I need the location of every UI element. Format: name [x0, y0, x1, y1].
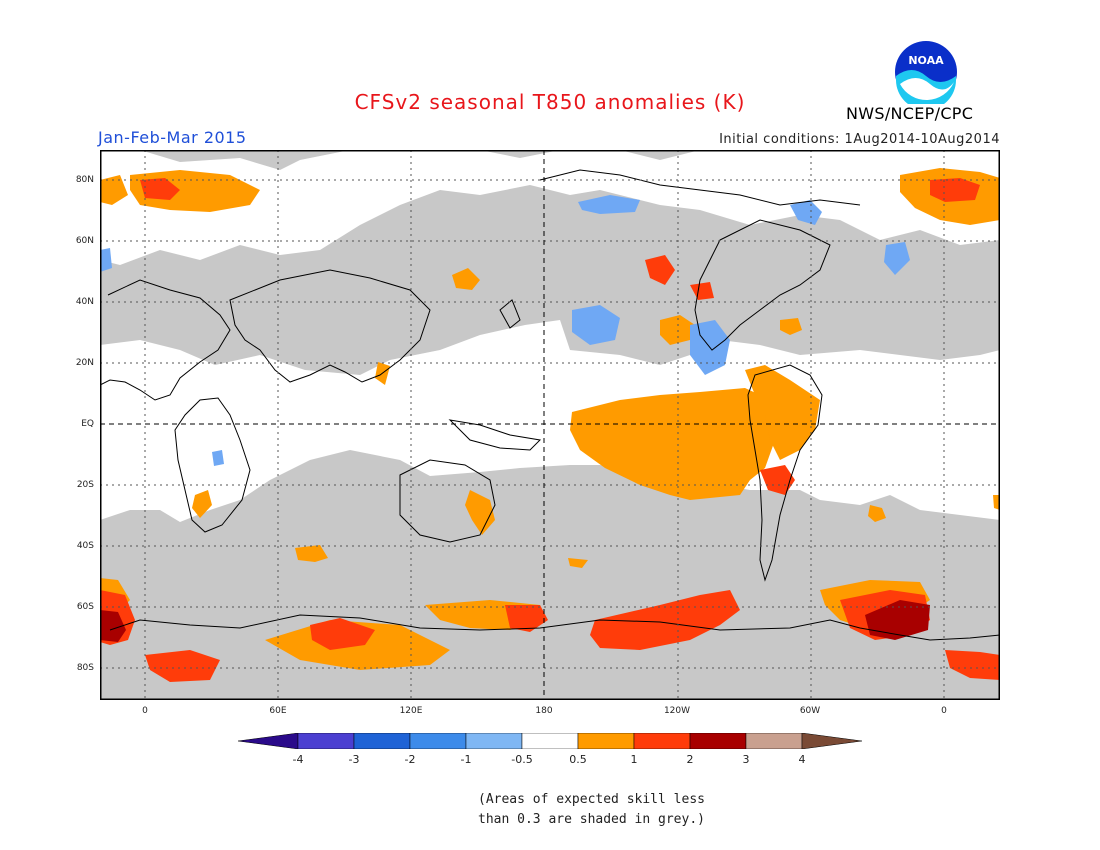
map-frame: [100, 150, 1000, 700]
lat-label-80n: 80N: [75, 175, 94, 185]
anomaly-map: [100, 150, 1000, 700]
lat-label-40n: 40N: [75, 297, 94, 307]
colorbar-swatch-9: [745, 733, 803, 749]
lat-label-40s: 40S: [76, 541, 94, 551]
skill-note: (Areas of expected skill less than 0.3 a…: [478, 790, 705, 830]
colorbar-swatch-1: [297, 733, 355, 749]
lon-label-120e: 120E: [399, 706, 423, 716]
lon-label-0-west: 0: [142, 706, 148, 716]
warm-anomaly-darkred: [100, 600, 930, 642]
coastlines: [100, 169, 1000, 641]
colorbar-label-4: 4: [798, 753, 806, 766]
colorbar-label-3: 3: [742, 753, 750, 766]
colorbar-swatch-5: [521, 733, 579, 749]
colorbar-label-0-5: 0.5: [569, 753, 587, 766]
lon-label-0-east: 0: [941, 706, 947, 716]
noaa-logo-text: NOAA: [908, 54, 944, 67]
colorbar-label-minus0-5: -0.5: [511, 753, 533, 766]
colorbar-label-minus1: -1: [460, 753, 472, 766]
color-bar: [238, 733, 862, 749]
colorbar-swatch-3: [409, 733, 467, 749]
initial-conditions: Initial conditions: 1Aug2014-10Aug2014: [719, 132, 1000, 147]
graticule: [100, 150, 1000, 700]
colorbar-swatch-6: [577, 733, 635, 749]
lon-label-120w: 120W: [663, 706, 691, 716]
colorbar-label-2: 2: [686, 753, 694, 766]
skill-note-line-2: than 0.3 are shaded in grey.): [478, 812, 705, 827]
colorbar-low-arrow: [238, 733, 299, 749]
colorbar-swatch-7: [633, 733, 691, 749]
lon-label-60e: 60E: [269, 706, 287, 716]
colorbar-high-arrow: [801, 733, 862, 749]
lat-label-60s: 60S: [76, 602, 94, 612]
colorbar-label-minus2: -2: [404, 753, 416, 766]
colorbar-swatch-4: [465, 733, 523, 749]
lon-label-60w: 60W: [799, 706, 821, 716]
lat-label-60n: 60N: [75, 236, 94, 246]
colorbar-swatch-8: [689, 733, 747, 749]
lat-label-20n: 20N: [75, 358, 94, 368]
lat-label-80s: 80S: [76, 663, 94, 673]
lat-label-eq: EQ: [81, 419, 94, 429]
colorbar-label-minus4: -4: [292, 753, 304, 766]
noaa-logo: NOAA: [895, 41, 957, 104]
lon-label-180: 180: [535, 706, 553, 716]
colorbar-label-minus3: -3: [348, 753, 360, 766]
forecast-period: Jan-Feb-Mar 2015: [98, 128, 247, 147]
colorbar-swatch-2: [353, 733, 411, 749]
chart-title: CFSv2 seasonal T850 anomalies (K): [354, 90, 746, 114]
agency-label: NWS/NCEP/CPC: [846, 104, 974, 123]
cool-anomaly-blue: [100, 195, 910, 466]
skill-note-line-1: (Areas of expected skill less: [478, 792, 705, 807]
colorbar-label-1: 1: [630, 753, 638, 766]
lat-label-20s: 20S: [76, 480, 94, 490]
